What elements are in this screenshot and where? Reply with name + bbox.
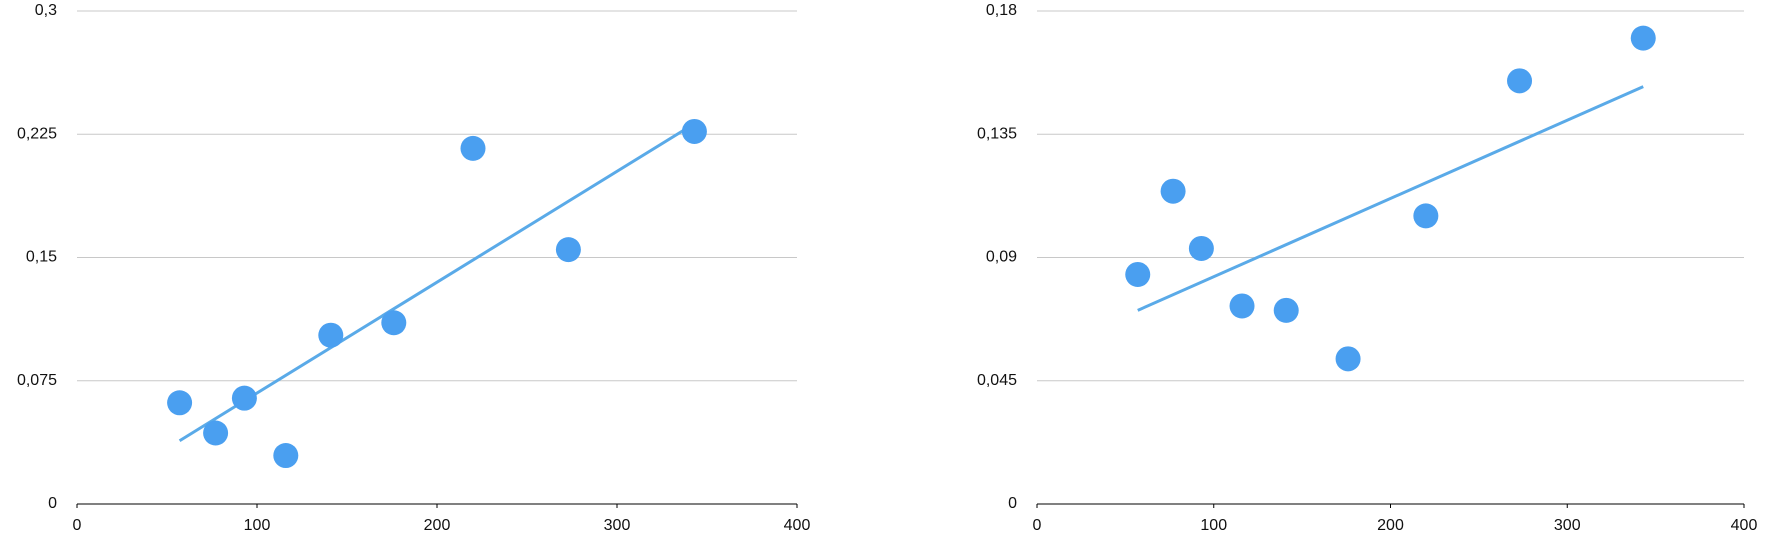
x-tick-label: 200 [1377,517,1404,534]
y-tick-label: 0 [48,495,57,512]
x-tick-label: 400 [784,517,811,534]
x-tick-label: 100 [244,517,271,534]
point [681,118,707,144]
x-tick-label: 100 [1200,517,1227,534]
point [1335,346,1361,372]
point [1413,203,1439,229]
y-tick-label: 0,18 [986,2,1017,19]
y-tick-label: 0,075 [17,372,57,389]
point [381,310,407,336]
x-tick-label: 300 [604,517,631,534]
y-tick-label: 0,135 [977,125,1017,142]
y-tick-label: 0 [1008,495,1017,512]
y-tick-label: 0,15 [26,249,57,266]
point [1160,178,1186,204]
point [231,385,257,411]
point [167,390,193,416]
point [1188,235,1214,261]
point [1630,25,1656,51]
x-tick-label: 300 [1554,517,1581,534]
point [1507,68,1533,94]
point [273,443,299,469]
point [555,237,581,263]
point [318,322,344,348]
point [1125,261,1151,287]
y-tick-label: 0,225 [17,125,57,142]
point [460,135,486,161]
trend-line [1137,85,1644,312]
x-tick-label: 400 [1731,517,1758,534]
x-tick-label: 0 [1033,517,1042,534]
y-tick-label: 0,3 [35,2,57,19]
trend-line [178,122,696,443]
x-tick-label: 200 [424,517,451,534]
point [203,420,229,446]
point [1273,297,1299,323]
point [1229,293,1255,319]
x-tick-label: 0 [73,517,82,534]
y-tick-label: 0,09 [986,249,1017,266]
y-tick-label: 0,045 [977,372,1017,389]
